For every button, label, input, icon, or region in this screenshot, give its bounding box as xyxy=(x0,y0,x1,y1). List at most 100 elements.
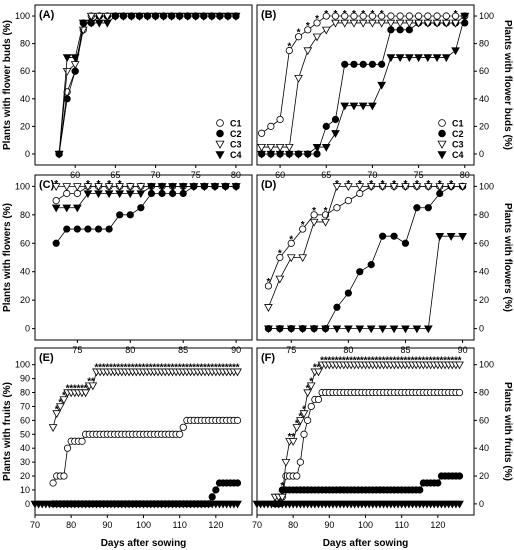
significance-star: * xyxy=(203,363,207,374)
data-point xyxy=(62,54,72,63)
x-tick-label: 90 xyxy=(102,520,112,530)
significance-star: * xyxy=(98,363,102,374)
data-point xyxy=(111,12,120,21)
legend-marker xyxy=(216,119,224,127)
significance-star: * xyxy=(185,363,189,374)
significance-stars: * * * * * * * * * * * * xyxy=(287,9,457,53)
y-tick-label: 100 xyxy=(479,181,494,191)
significance-star: * xyxy=(371,356,375,367)
data-point xyxy=(207,12,217,21)
data-point xyxy=(368,60,377,68)
data-point xyxy=(285,46,293,55)
plot-frame xyxy=(256,4,475,166)
series-line xyxy=(52,419,238,484)
legend-label: C3 xyxy=(452,140,464,150)
data-point xyxy=(257,143,266,152)
data-point xyxy=(441,19,451,28)
data-point xyxy=(341,12,349,20)
significance-star: * xyxy=(426,179,430,190)
data-point xyxy=(125,183,135,192)
data-point xyxy=(423,54,433,63)
data-point xyxy=(386,54,396,63)
significance-star: * xyxy=(95,363,99,374)
significance-star: * xyxy=(454,356,458,367)
significance-star: * xyxy=(232,363,236,374)
data-point xyxy=(83,183,93,192)
data-point xyxy=(127,12,136,21)
significance-star: * xyxy=(142,363,146,374)
data-point xyxy=(378,12,386,20)
significance-star: * xyxy=(170,363,174,374)
significance-star: * xyxy=(400,356,404,367)
data-point xyxy=(331,115,340,124)
significance-star: * xyxy=(225,363,229,374)
significance-stars: ****************************************… xyxy=(55,363,240,416)
data-point xyxy=(396,12,404,20)
data-point xyxy=(344,289,352,297)
x-tick-label: 90 xyxy=(324,520,334,530)
data-point xyxy=(423,183,433,192)
significance-star: * xyxy=(382,356,386,367)
significance-star: * xyxy=(102,363,106,374)
data-point xyxy=(414,12,423,20)
y-tick-label: 40 xyxy=(20,443,30,453)
data-point xyxy=(116,211,124,219)
significance-star: * xyxy=(415,179,419,190)
y-tick-label: 0 xyxy=(25,499,30,509)
significance-star: * xyxy=(439,356,443,367)
series-c2 xyxy=(52,182,240,247)
x-tick-label: 90 xyxy=(458,345,468,355)
significance-star: * xyxy=(396,356,400,367)
data-point xyxy=(424,204,432,212)
data-point xyxy=(405,12,413,20)
data-point xyxy=(104,190,114,199)
significance-star: * xyxy=(73,384,77,395)
series-c1 xyxy=(258,12,469,137)
significance-star: * xyxy=(54,179,58,190)
panel-c: (C) 75 80 85 90 0 20 40 60 80 100 Plants with flowe… xyxy=(2,174,253,355)
significance-star: * xyxy=(266,277,270,288)
data-point xyxy=(176,430,184,438)
data-point xyxy=(435,183,445,192)
data-point xyxy=(331,130,340,138)
significance-star: * xyxy=(127,363,131,374)
data-point xyxy=(136,183,146,192)
data-point xyxy=(368,12,377,20)
series-c3 xyxy=(48,368,242,432)
data-point xyxy=(54,150,64,159)
data-point xyxy=(366,183,376,192)
data-point xyxy=(333,204,341,212)
y-tick-label: 20 xyxy=(20,295,30,305)
significance-star: * xyxy=(62,390,66,401)
data-point xyxy=(223,12,233,21)
data-point xyxy=(377,81,387,90)
significance-star: * xyxy=(334,9,338,20)
significance-star: * xyxy=(436,356,440,367)
y-tick-label: 40 xyxy=(479,443,489,453)
data-point xyxy=(233,500,242,509)
data-point xyxy=(294,74,303,83)
y-tick-label: 20 xyxy=(20,121,30,131)
data-point xyxy=(51,204,61,213)
data-point xyxy=(416,486,424,494)
data-point xyxy=(62,68,72,76)
y-tick-label: 10 xyxy=(20,485,30,495)
significance-star: * xyxy=(221,363,225,374)
series-c4 xyxy=(30,500,242,509)
data-point xyxy=(309,325,319,334)
data-point xyxy=(303,389,312,398)
data-point xyxy=(264,282,273,290)
data-point xyxy=(304,416,312,424)
data-point xyxy=(401,183,410,192)
legend-marker xyxy=(215,151,225,160)
legend-label: C1 xyxy=(230,119,242,129)
series-line xyxy=(261,15,465,134)
significance-star: * xyxy=(174,363,178,374)
data-point xyxy=(189,183,199,192)
x-tick-label: 120 xyxy=(208,520,223,530)
x-tick-label: 100 xyxy=(358,520,373,530)
legend-label: C2 xyxy=(230,129,242,139)
significance-star: * xyxy=(118,179,122,190)
significance-star: * xyxy=(404,179,408,190)
